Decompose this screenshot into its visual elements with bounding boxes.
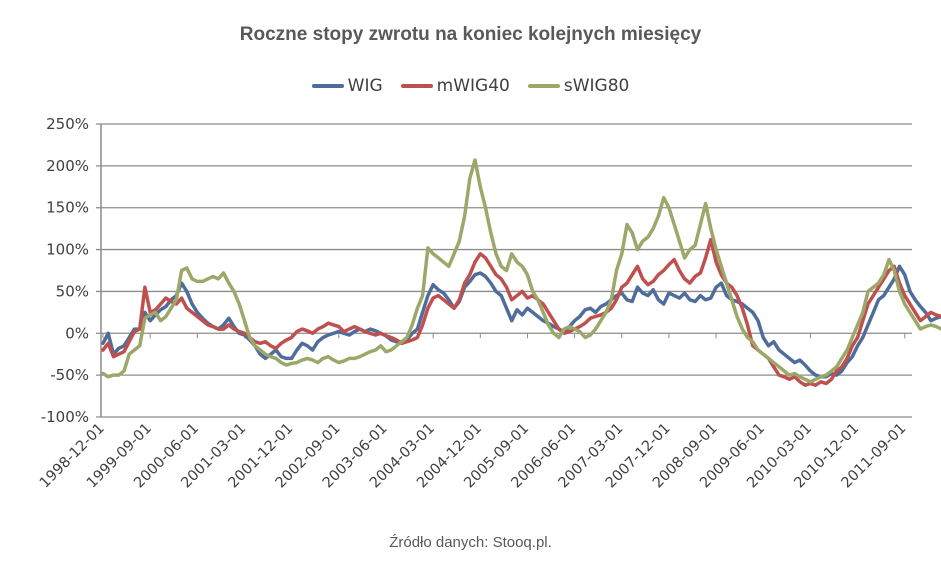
y-tick-label: 100%: [46, 241, 89, 259]
y-tick-label: 50%: [56, 282, 89, 300]
legend-swatch-wig: [311, 84, 344, 88]
y-tick-label: 0%: [65, 324, 89, 342]
y-tick-label: 200%: [46, 157, 89, 175]
y-axis: -100% -50% 0% 50% 100% 150% 200% 250%: [41, 115, 102, 426]
gridlines: [96, 123, 912, 418]
legend-label-mwig40: mWIG40: [436, 76, 510, 96]
legend-swatch-swig80: [527, 84, 560, 88]
series-line-swig80: [101, 158, 941, 384]
legend-label-wig: WIG: [347, 76, 383, 96]
x-axis: 1998-12-011999-09-012000-06-012001-03-01…: [37, 333, 910, 491]
legend-item-mwig40: mWIG40: [400, 76, 510, 96]
legend-item-wig: WIG: [311, 76, 383, 96]
legend-label-swig80: sWIG80: [563, 76, 630, 96]
source-note: Źródło danych: Stooq.pl.: [389, 534, 552, 551]
series-lines: [101, 158, 941, 387]
legend-swatch-mwig40: [400, 84, 433, 88]
y-tick-label: 250%: [46, 115, 89, 133]
y-tick-label: -100%: [41, 408, 89, 426]
legend: WIG mWIG40 sWIG80: [0, 76, 941, 96]
chart-title: Roczne stopy zwrotu na koniec kolejnych …: [239, 24, 702, 45]
y-tick-label: -50%: [50, 366, 89, 384]
y-tick-label: 150%: [46, 199, 89, 217]
legend-item-swig80: sWIG80: [527, 76, 630, 96]
